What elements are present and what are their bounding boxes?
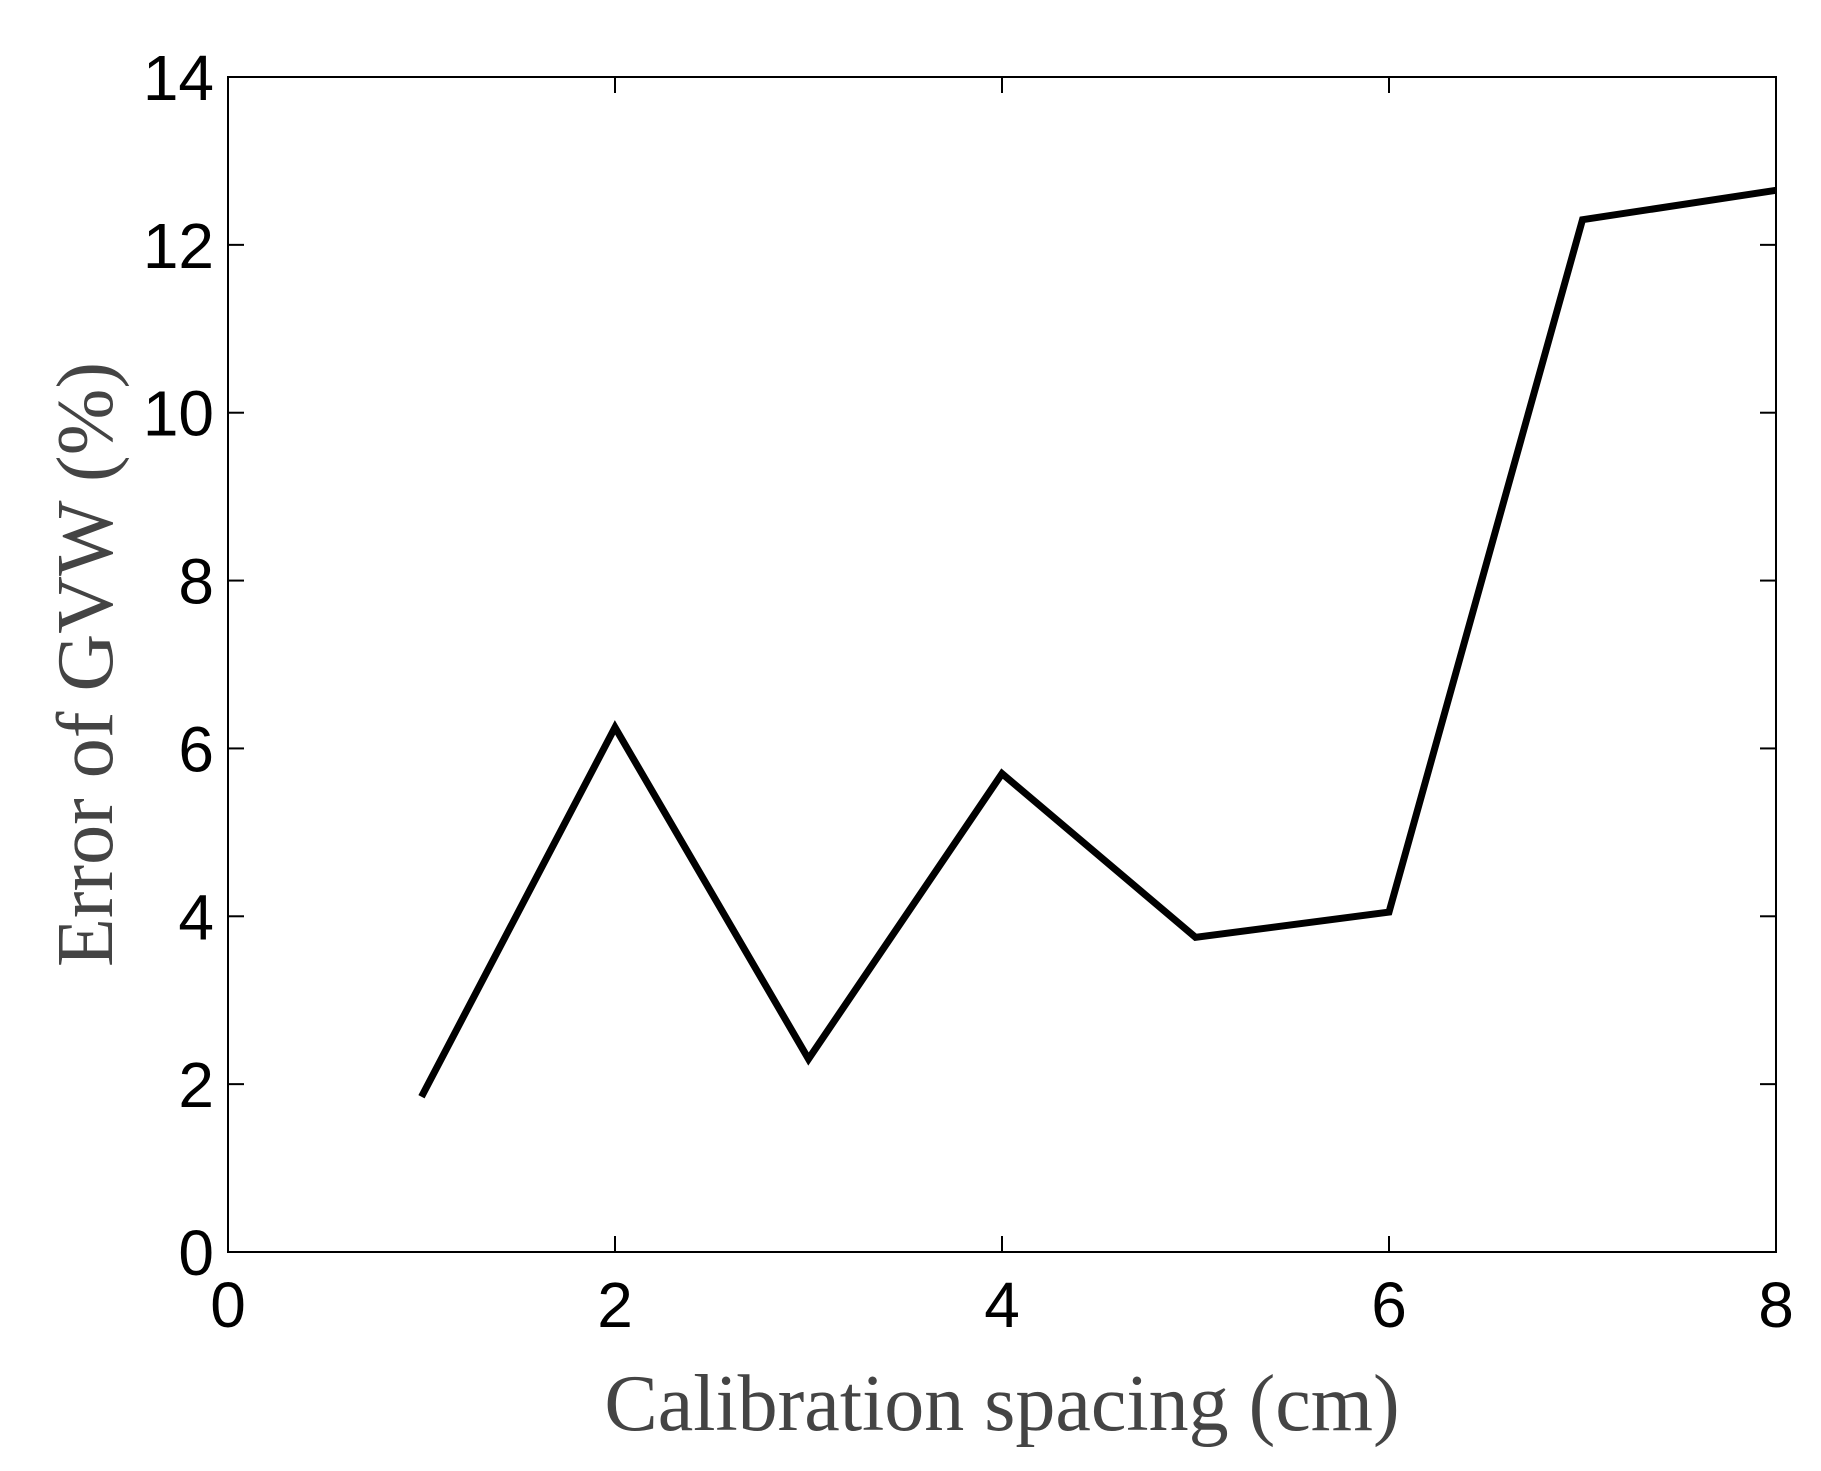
y-tick-label: 6: [178, 713, 214, 785]
y-tick-label: 8: [178, 546, 214, 618]
plot-frame: [227, 76, 1777, 1253]
y-tick-label: 12: [143, 210, 214, 282]
y-tick-label: 14: [143, 42, 214, 114]
tick-labels: 0 2 4 6 8 0 2 4 6 8 10 12 14: [143, 42, 1794, 1341]
x-tick-label: 8: [1758, 1269, 1794, 1341]
y-tick-label: 10: [143, 378, 214, 450]
y-tick-label: 0: [178, 1217, 214, 1289]
x-tick-label: 6: [1371, 1269, 1407, 1341]
x-tick-label: 2: [597, 1269, 633, 1341]
y-tick-label: 4: [178, 881, 214, 953]
x-tick-label: 0: [210, 1269, 246, 1341]
y-tick-label: 2: [178, 1049, 214, 1121]
series-line: [418, 186, 1777, 1099]
y-axis-title: Error of GVW (%): [42, 362, 130, 967]
x-tick-label: 4: [984, 1269, 1020, 1341]
x-axis-title: Calibration spacing (cm): [604, 1360, 1399, 1448]
